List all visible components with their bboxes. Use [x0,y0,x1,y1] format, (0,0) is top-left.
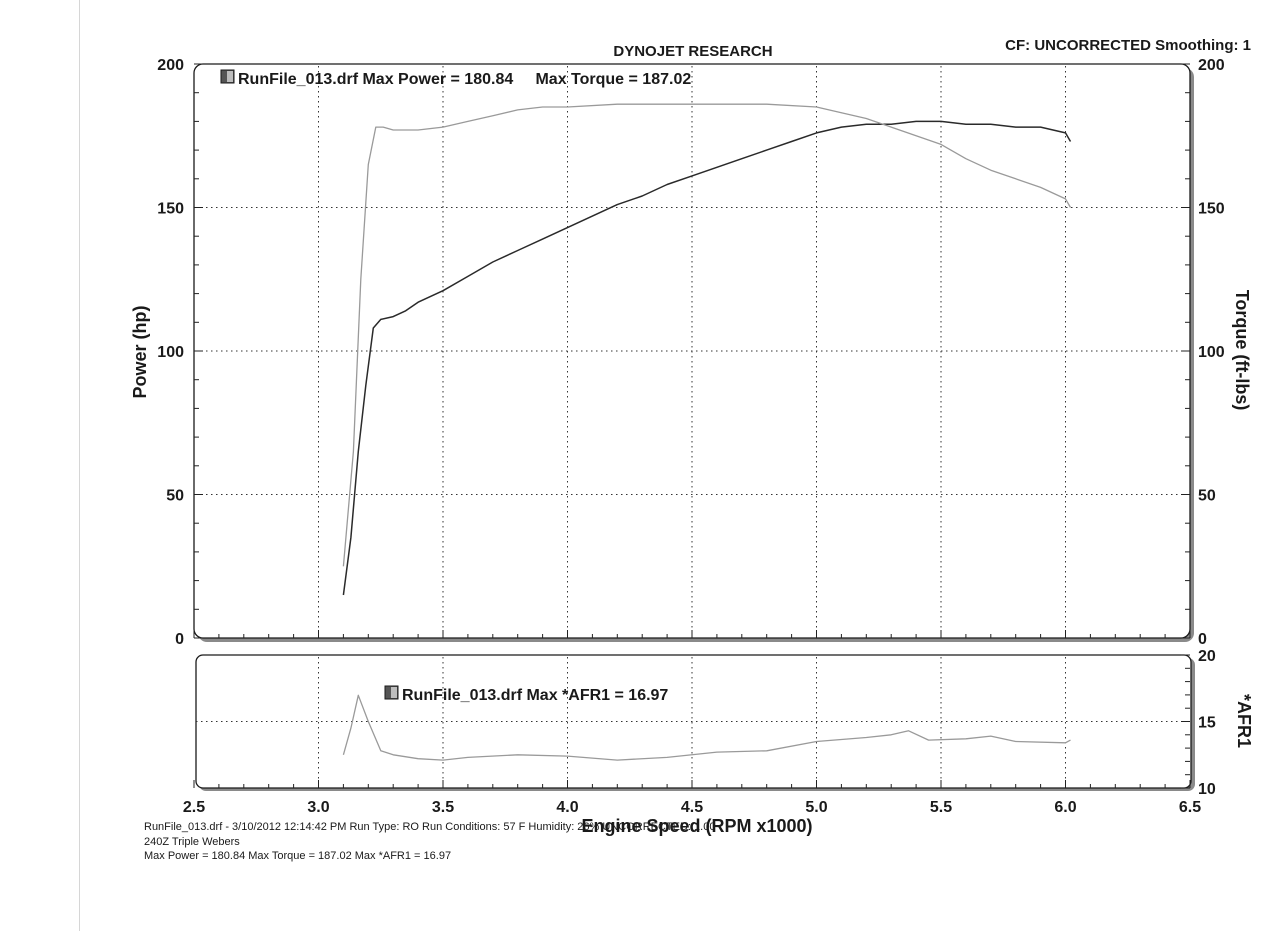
afr-tick-label: 20 [1198,648,1216,665]
y-tick-label-right: 100 [1198,344,1225,361]
y-tick-label-left: 200 [157,57,184,74]
y-tick-label-left: 0 [175,631,184,648]
y-tick-label-right: 0 [1198,631,1207,648]
correction-info: CF: UNCORRECTED Smoothing: 1 [1005,37,1251,54]
x-tick-label: 4.5 [681,799,703,816]
footer-vehicle: 240Z Triple Webers [144,836,240,848]
footer-run-info: RunFile_013.drf - 3/10/2012 12:14:42 PM … [144,821,716,833]
x-tick-label: 5.5 [930,799,952,816]
torque-line [342,103,1072,567]
y-tick-label-left: 150 [157,201,184,218]
afr-line [342,694,1071,761]
afr-tick-label: 15 [1198,715,1216,732]
y-tick-label-left: 50 [166,488,184,505]
tick-labels: 0 0 50 50 100 100 150 150 200 200 10 15 20 2.5 3.0 3.5 4… [157,57,1225,816]
x-tick-label: 3.0 [307,799,329,816]
x-tick-label: 6.5 [1179,799,1201,816]
x-axis-label: Engine Speed (RPM x1000) [581,816,812,836]
bottom-grid [193,654,1191,789]
y-tick-label-left: 100 [157,344,184,361]
scan-edge-line [79,0,80,931]
chart-title: DYNOJET RESEARCH [613,43,772,60]
x-tick-label: 5.0 [805,799,827,816]
top-legend: RunFile_013.drf Max Power = 180.84 Max T… [238,71,691,88]
y-tick-label-right: 150 [1198,201,1225,218]
afr-legend-swatch-half [391,687,397,698]
power-line [342,120,1072,596]
y-axis-right-label: Torque (ft-lbs) [1232,290,1252,411]
afr-axis-label: *AFR1 [1234,694,1254,748]
x-tick-label: 3.5 [432,799,454,816]
footer-max-values: Max Power = 180.84 Max Torque = 187.02 M… [144,850,452,862]
y-tick-label-right: 200 [1198,57,1225,74]
series-lines [342,103,1072,761]
y-axis-left-label: Power (hp) [130,305,150,398]
x-tick-label: 6.0 [1054,799,1076,816]
top-grid [193,63,1191,639]
y-tick-label-right: 50 [1198,488,1216,505]
afr-tick-label: 10 [1198,781,1216,798]
x-tick-label: 2.5 [183,799,205,816]
afr-legend: RunFile_013.drf Max *AFR1 = 16.97 [402,687,668,704]
x-tick-label: 4.0 [556,799,578,816]
legend-swatch-half [227,71,233,82]
